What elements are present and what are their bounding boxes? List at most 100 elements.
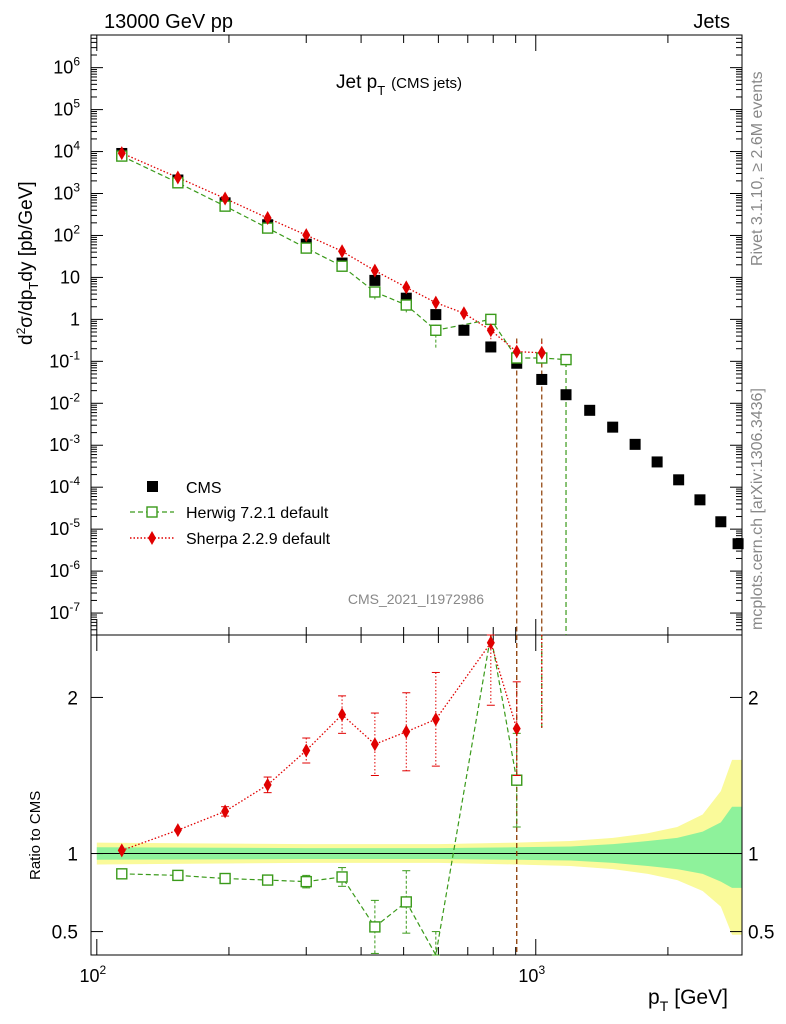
herwig-point	[300, 242, 312, 254]
cms-point	[485, 341, 497, 353]
legend-cms-marker	[147, 481, 158, 492]
sherpa-point	[431, 295, 440, 310]
header-left: 13000 GeV pp	[104, 11, 233, 33]
legend-cms-label: CMS	[186, 480, 222, 497]
ratio-herwig-point	[219, 872, 231, 885]
sherpa-point	[486, 323, 495, 338]
main-y-tick-label-0: 106	[53, 55, 80, 78]
legend: CMS Herwig 7.2.1 default Sherpa 2.2.9 de…	[130, 480, 331, 548]
main-y-tick-label-5: 10	[60, 267, 80, 287]
ratio-y-tick-label-left-0: 2	[67, 688, 78, 709]
axes-ticks: 10610510410310210110-110-210-310-410-510…	[49, 34, 774, 986]
cms-point	[651, 456, 663, 468]
sherpa-point	[117, 146, 126, 161]
ratio-y-tick-label-left-1: 1	[67, 845, 78, 866]
ratio-sherpa-line	[121, 641, 518, 852]
legend-herwig-marker	[146, 506, 158, 518]
mcplots-label: mcplots.cern.ch [arXiv:1306.3436]	[749, 388, 766, 630]
herwig-point	[336, 260, 348, 272]
ratio-herwig-point	[172, 869, 184, 882]
cms-point	[560, 389, 572, 401]
ratio-band-inner	[96, 806, 742, 888]
ratio-y-tick-label-right-2: 0.5	[748, 923, 774, 944]
ratio-sherpa-point	[173, 823, 182, 838]
ratio-herwig-point	[261, 874, 274, 886]
ratio-herwig-point	[116, 868, 128, 880]
main-y-tick-label-12: 10-6	[49, 558, 80, 581]
main-y-tick-label-2: 104	[53, 139, 80, 162]
main-y-tick-label-10: 10-4	[49, 474, 80, 497]
analysis-tag: CMS_2021_I1972986	[348, 591, 484, 607]
ratio-sherpa-point	[486, 635, 495, 650]
main-y-tick-label-4: 102	[53, 222, 80, 245]
ratio-sherpa-point	[402, 724, 411, 739]
ratio-herwig-point	[369, 921, 381, 933]
x-tick-label-1: 103	[518, 963, 545, 986]
ratio-data-layer	[116, 634, 543, 957]
ratio-sherpa-point	[431, 712, 440, 727]
ratio-sherpa-point	[338, 707, 347, 722]
legend-herwig-label: Herwig 7.2.1 default	[186, 505, 329, 522]
ratio-sherpa-point	[370, 737, 379, 752]
sherpa-point	[173, 170, 182, 185]
main-data-layer	[116, 146, 744, 955]
cms-point	[673, 474, 685, 486]
main-y-tick-label-9: 10-3	[49, 432, 80, 455]
herwig-point	[400, 299, 412, 311]
ratio-herwig-point	[300, 875, 312, 888]
ratio-sherpa-point	[263, 777, 272, 792]
ratio-ylabel: Ratio to CMS	[27, 791, 44, 880]
header-right: Jets	[693, 11, 730, 33]
main-y-tick-label-13: 10-7	[49, 600, 80, 623]
ratio-sherpa-point	[512, 721, 521, 736]
x-tick-label-0: 102	[79, 963, 106, 986]
sherpa-point	[302, 228, 311, 243]
ratio-sherpa-point	[221, 804, 230, 819]
main-y-tick-label-7: 10-1	[49, 348, 80, 371]
main-y-tick-label-3: 103	[53, 181, 80, 204]
ratio-band-outer	[96, 759, 742, 935]
cms-point	[584, 404, 596, 416]
ratio-herwig-point	[336, 871, 348, 883]
ratio-plot-frame	[90, 634, 743, 956]
herwig-point	[430, 324, 442, 336]
sherpa-point	[459, 306, 468, 321]
sherpa-point	[537, 345, 546, 360]
cms-point	[629, 438, 641, 450]
sherpa-point	[221, 191, 230, 206]
cms-point	[536, 373, 548, 385]
main-y-tick-label-11: 10-5	[49, 516, 80, 539]
ratio-herwig-line	[121, 634, 518, 957]
ratio-y-tick-label-right-1: 1	[748, 845, 759, 866]
cms-point	[458, 324, 470, 336]
legend-sherpa-label: Sherpa 2.2.9 default	[186, 531, 331, 548]
cms-point	[694, 494, 706, 506]
cms-point	[715, 516, 727, 528]
ratio-sherpa-point	[302, 743, 311, 758]
sherpa-series-line	[121, 152, 542, 354]
x-axis-label: pT [GeV]	[648, 986, 728, 1014]
rivet-label: Rivet 3.1.10, ≥ 2.6M events	[749, 71, 766, 266]
sherpa-point	[338, 244, 347, 259]
sherpa-point	[402, 280, 411, 295]
ratio-y-tick-label-right-0: 2	[748, 688, 759, 709]
sherpa-point	[512, 344, 521, 359]
main-ylabel: d2σ/dpTdy [pb/GeV]	[14, 181, 41, 345]
herwig-point	[560, 353, 572, 366]
main-y-tick-label-8: 10-2	[49, 390, 80, 413]
cms-point	[400, 292, 412, 304]
main-y-tick-label-1: 105	[53, 97, 80, 120]
main-y-tick-label-6: 1	[70, 309, 80, 329]
ratio-uncertainty-band	[91, 759, 742, 935]
herwig-point	[485, 313, 497, 326]
cms-point	[369, 274, 381, 286]
ratio-y-tick-label-left-2: 0.5	[52, 923, 78, 944]
main-title: Jet pT (CMS jets)	[336, 72, 462, 98]
sherpa-point	[263, 211, 272, 226]
ratio-herwig-point	[511, 774, 523, 786]
legend-sherpa-marker	[148, 531, 156, 545]
ratio-sherpa-point	[117, 843, 126, 858]
cms-point	[732, 538, 744, 550]
cms-point	[607, 421, 619, 433]
